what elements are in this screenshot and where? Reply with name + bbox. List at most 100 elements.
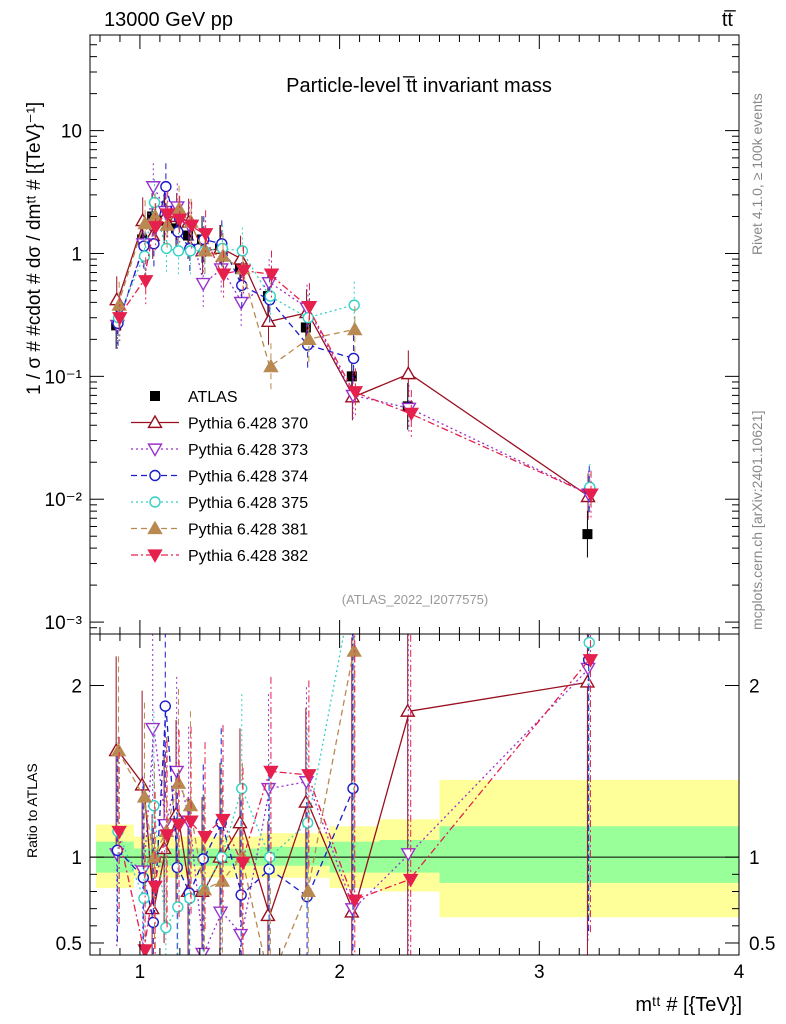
ratio-series-p373 [109, 634, 596, 955]
data-point-p374 [236, 279, 248, 292]
data-point-p373 [261, 276, 277, 291]
plot-title: Particle-level t̅t invariant mass [286, 75, 552, 97]
ratio-axes: 0.5 0.5 1 1 2 2 1 2 3 4 [56, 634, 775, 983]
data-point-p381 [215, 248, 231, 262]
x-tick-label: 2 [334, 962, 345, 983]
ratio-series-p370 [108, 634, 596, 955]
ratio-point-p373 [135, 865, 151, 879]
legend-marker [147, 520, 163, 535]
ratio-point-p382 [159, 829, 175, 843]
data-point-p382 [159, 208, 176, 222]
ratio-series-p382 [111, 634, 599, 955]
ratio-point-p373 [194, 947, 211, 955]
ratio-point-p370 [134, 777, 150, 791]
data-point-p373 [195, 277, 211, 292]
ratio-point-p374 [159, 700, 171, 712]
ratio-y-tick-label: 1 [71, 848, 82, 869]
data-point-p382 [183, 219, 200, 234]
data-point-p373 [233, 296, 249, 311]
legend-marker [150, 391, 160, 401]
ratio-point-p370 [232, 814, 248, 829]
uncertainty-band-inner [259, 846, 330, 866]
ratio-point-p381 [346, 643, 362, 657]
legend-label: Pythia 6.428 370 [188, 416, 308, 433]
ratio-point-p375 [172, 901, 184, 913]
ratio-point-p374 [263, 863, 275, 875]
ratio-point-p375 [349, 578, 359, 588]
ratio-line-p382 [117, 659, 590, 951]
data-point-p381 [111, 297, 127, 311]
data-point-p381 [263, 358, 279, 373]
data-point-p381 [137, 215, 153, 230]
legend-item-data: ATLAS [150, 389, 238, 406]
legend-label: Pythia 6.428 382 [188, 548, 308, 565]
legend-item-p382: Pythia 6.428 382 [131, 548, 308, 565]
ratio-point-p382 [183, 815, 199, 830]
data-point-p381 [159, 217, 175, 231]
legend-marker [149, 469, 161, 482]
ratio-y-tick-label-right: 2 [749, 676, 760, 697]
data-point-data [300, 322, 311, 333]
legend-marker [147, 443, 163, 457]
data-point-p370 [400, 365, 417, 380]
ratio-point-p375 [184, 892, 196, 905]
ratio-point-p373 [144, 722, 161, 737]
x-tick-label: 4 [734, 962, 745, 983]
data-point-p375 [172, 245, 185, 257]
ratio-point-p382 [263, 765, 279, 780]
data-point-p374 [172, 226, 184, 238]
data-point-p374 [347, 352, 360, 365]
ratio-y-tick-label: 2 [71, 676, 82, 697]
ratio-point-p382 [347, 894, 363, 908]
legend-item-p370: Pythia 6.428 370 [131, 414, 308, 433]
legend-label: ATLAS [188, 389, 238, 406]
ratio-point-p381 [110, 742, 127, 757]
data-point-p375 [138, 250, 151, 262]
y-tick-label: 1 [71, 244, 82, 265]
ratio-point-p381 [196, 881, 213, 896]
y-tick-label: 10⁻¹ [45, 367, 83, 388]
ratio-point-p373 [232, 928, 249, 943]
main-frame [89, 34, 740, 635]
data-point-p375 [264, 290, 277, 302]
data-point-p374 [160, 180, 172, 193]
x-axis-title: mᵗᵗ # [{TeV}] [635, 994, 742, 1016]
ratio-point-p381 [264, 976, 277, 987]
ratio-point-p382 [235, 856, 251, 871]
analysis-id: (ATLAS_2022_I2077575) [342, 592, 488, 607]
data-point-p373 [145, 181, 162, 195]
ratio-y-tick-label-right: 1 [749, 848, 760, 869]
data-point-p381 [197, 242, 213, 257]
ratio-point-p381 [182, 797, 199, 812]
data-point-p370 [260, 313, 277, 327]
series-line-p373 [117, 184, 590, 495]
data-point-p381 [301, 331, 317, 345]
x-tick-label: 3 [534, 962, 545, 983]
legend-marker [149, 496, 161, 508]
ratio-point-p381 [146, 849, 163, 863]
ratio-point-p375 [236, 782, 248, 795]
x-tick-label: 1 [135, 962, 146, 983]
data-point-data [582, 529, 593, 540]
data-point-p374 [138, 240, 150, 252]
ratio-frame [89, 633, 740, 956]
legend-item-p381: Pythia 6.428 381 [131, 520, 308, 539]
data-point-p382 [347, 386, 364, 400]
ratio-point-p373 [400, 848, 417, 862]
legend: ATLAS Pythia 6.428 370 Pythia 6.428 373 Pyt… [131, 389, 308, 565]
energy-label: 13000 GeV pp [104, 9, 233, 31]
legend-item-p373: Pythia 6.428 373 [131, 442, 308, 459]
data-point-p382 [112, 312, 128, 326]
ratio-point-p373 [212, 906, 229, 920]
ratio-point-p382 [147, 880, 163, 895]
y-tick-label: 10 [61, 122, 82, 143]
legend-label: Pythia 6.428 375 [188, 495, 308, 512]
data-point-p382 [263, 268, 280, 282]
ratio-point-p381 [300, 883, 316, 898]
ratio-point-p370 [260, 907, 276, 922]
legend-label: Pythia 6.428 373 [188, 442, 308, 459]
legend-label: Pythia 6.428 381 [188, 522, 308, 539]
data-point-p381 [347, 321, 363, 336]
ratio-y-axis-title: Ratio to ATLAS [24, 763, 40, 858]
